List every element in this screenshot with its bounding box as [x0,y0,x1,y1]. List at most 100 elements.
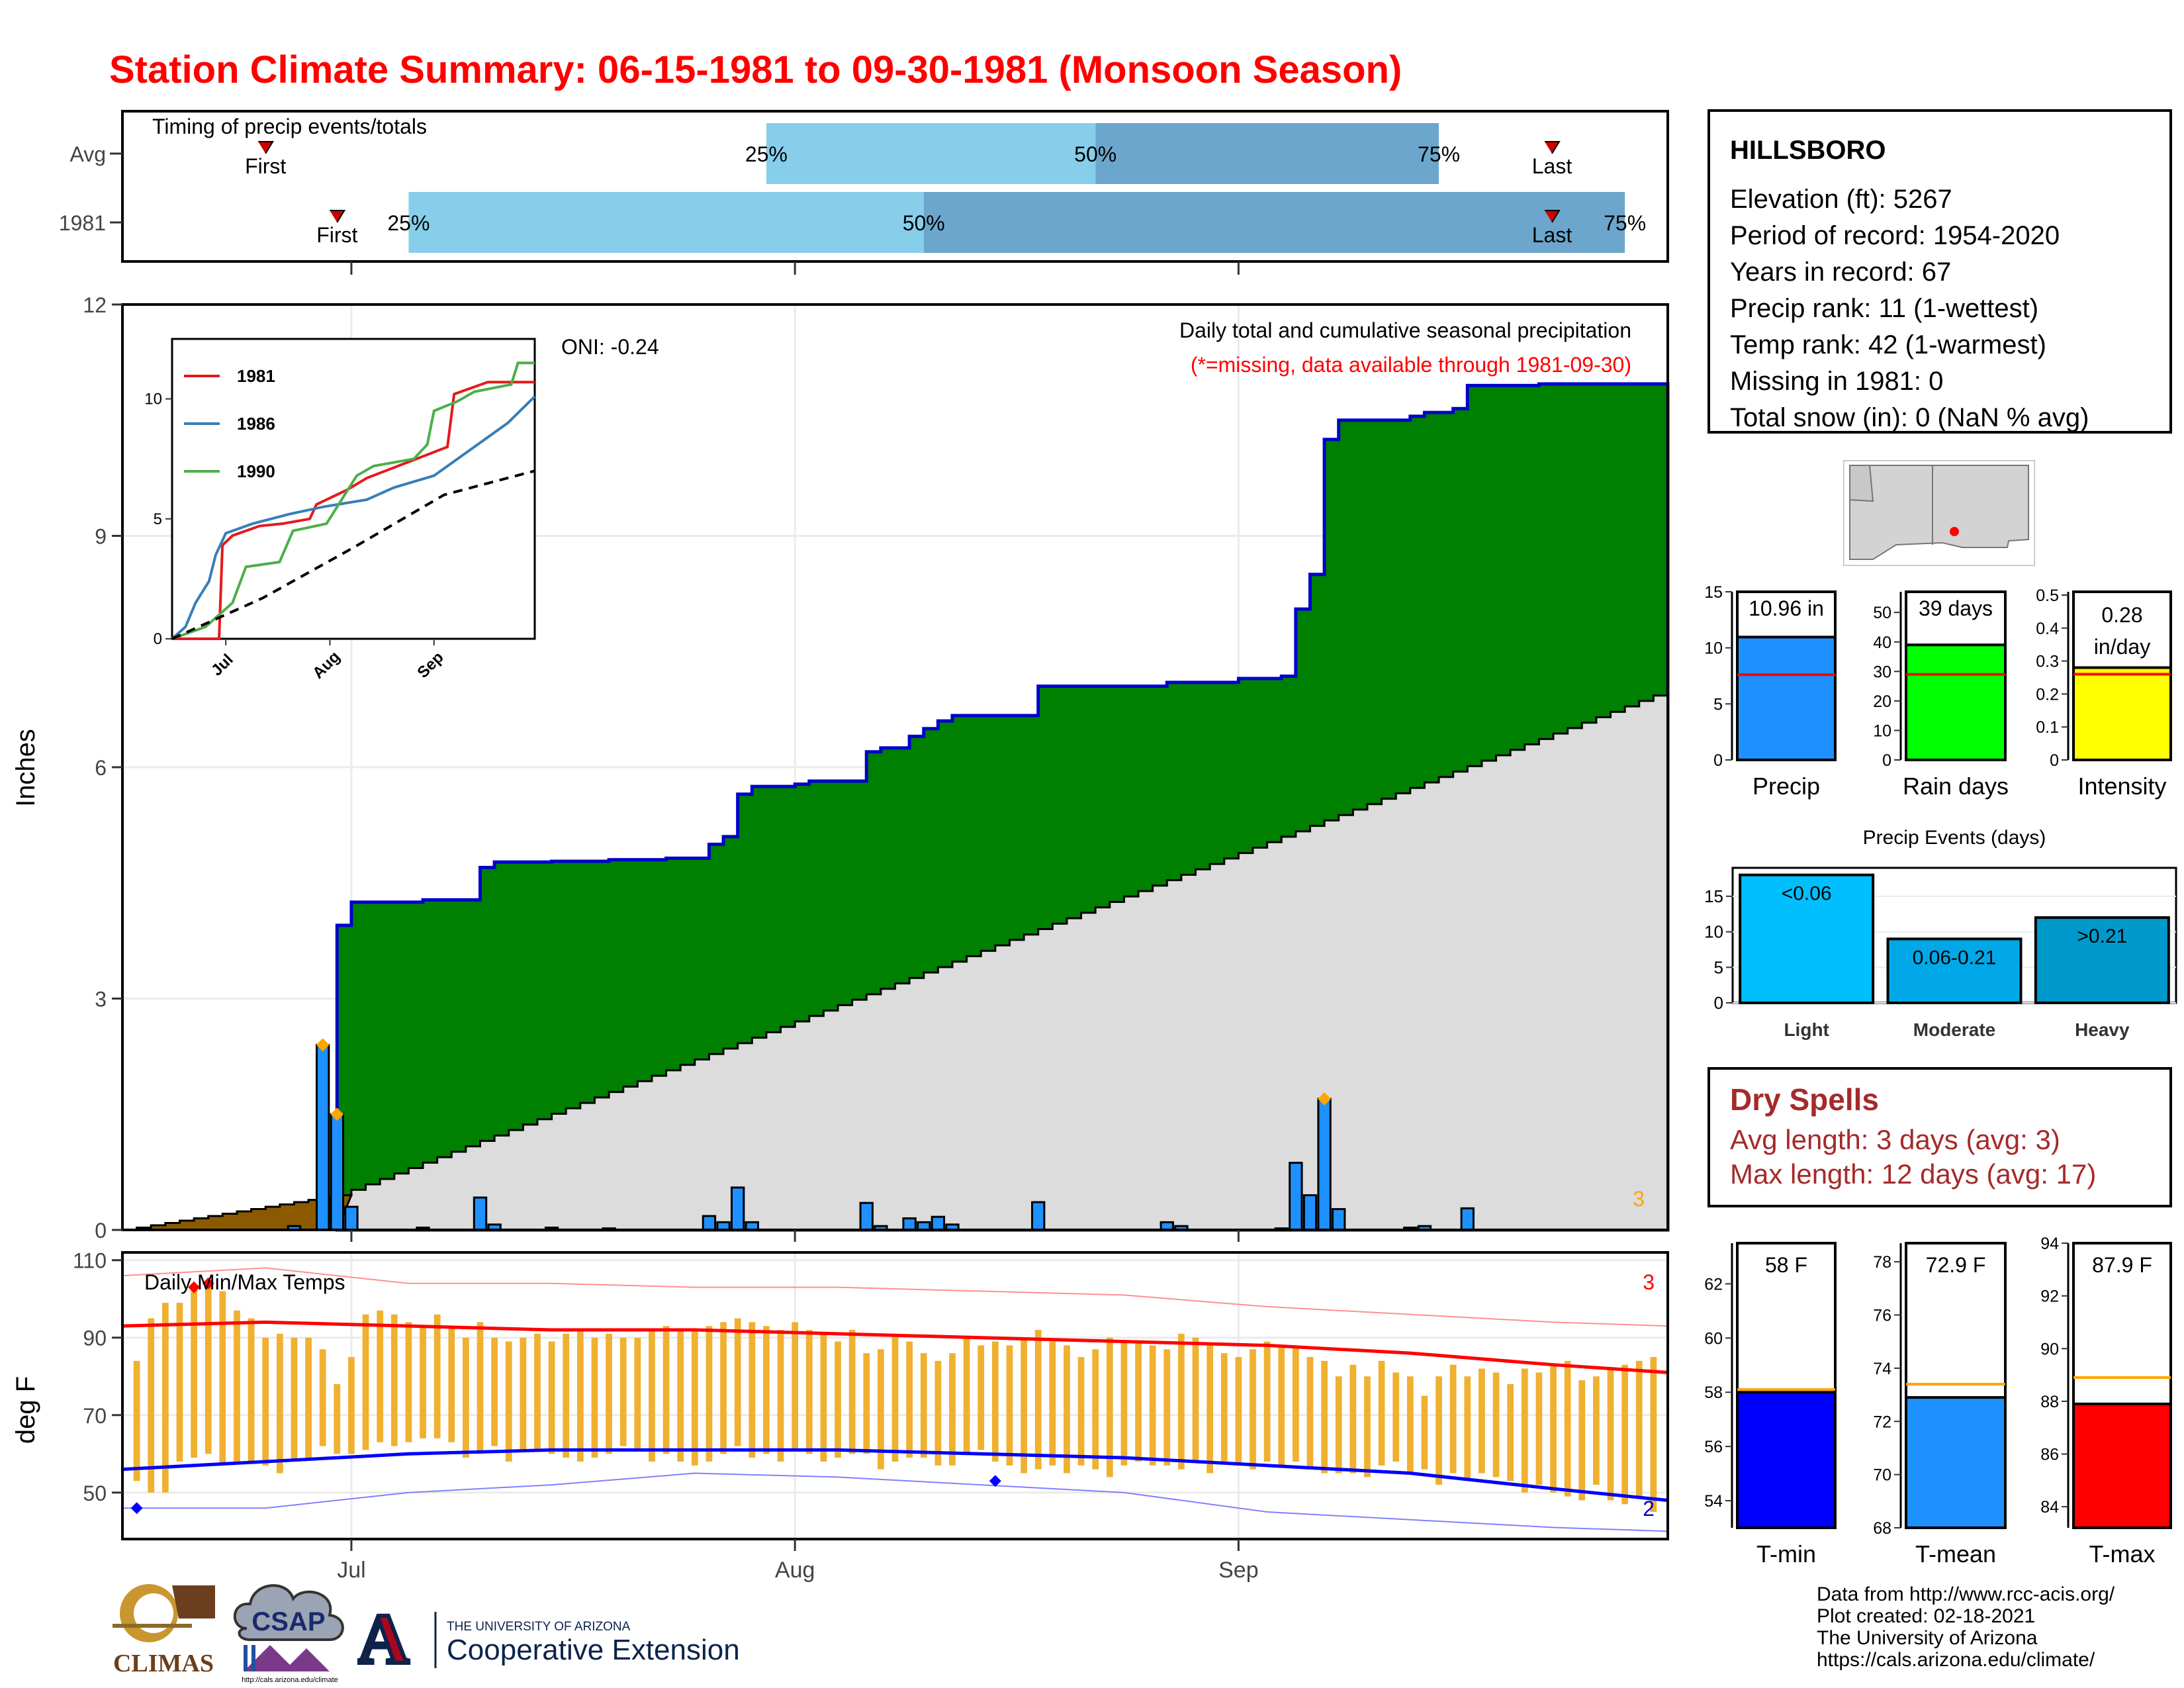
precip-events-category-label: Heavy [2075,1019,2130,1040]
summary-y-tick-label: 0.5 [2036,586,2059,605]
daily-temp-bar [619,1337,627,1446]
daily-temp-bar [148,1318,155,1493]
daily-temp-bar [1335,1376,1342,1474]
summary-category-label: T-mean [1915,1540,1996,1568]
station-name: HILLSBORO [1730,136,1886,165]
daily-temp-bar [477,1322,484,1454]
daily-temp-bar [1064,1345,1070,1474]
csap-logo-text: CSAP [251,1607,325,1636]
summary-category-label: T-max [2089,1540,2155,1568]
inset-legend-label: 1981 [237,366,275,386]
daily-temp-bar [1178,1333,1185,1470]
timing-row-label: 1981 [59,211,106,235]
last-event-label: Last [1532,223,1572,247]
precip-events-bar [2034,916,2170,1004]
daily-temp-bar [534,1333,541,1450]
q75-label: 75% [1604,211,1646,235]
daily-temp-bar [1349,1364,1357,1474]
summary-value-bar [1736,1391,1837,1529]
summary-y-tick-label: 92 [2040,1288,2059,1306]
daily-temp-bar [1235,1356,1242,1466]
last-event-marker [1545,141,1561,154]
daily-temp-bar [219,1291,226,1466]
summary-y-tick-label: 88 [2040,1393,2059,1411]
first-event-marker [258,141,274,154]
summary-value-label: 72.9 F [1926,1253,1986,1277]
daily-temp-bar [491,1337,498,1446]
daily-temp-bar [362,1314,369,1450]
first-event-marker [330,210,346,223]
daily-temp-bar [1135,1341,1142,1462]
summary-y-tick-label: 40 [1873,633,1891,652]
temp-summary-chart: 54 56 58 60 62 58 F T-min 68 70 72 74 76 78 72.9 F T-m… [1704,1235,2172,1568]
temp-chart-title: Daily Min/Max Temps [144,1270,345,1294]
daily-temp-bar [1149,1345,1156,1466]
summary-y-tick-label: 0 [1713,751,1723,770]
daily-temp-bar [348,1356,355,1454]
daily-temp-bar [606,1333,612,1454]
daily-precip-bar [902,1217,917,1231]
daily-precip-bar [1289,1162,1303,1231]
daily-temp-bar [1564,1360,1571,1497]
daily-temp-bar [548,1341,555,1454]
daily-temp-bar [1120,1341,1128,1466]
daily-temp-bar [1507,1383,1514,1481]
summary-value-label: 39 days [1919,596,1993,620]
daily-precip-bar [931,1215,946,1231]
summary-category-label: Rain days [1903,773,2009,800]
daily-temp-bar [1406,1376,1414,1474]
daily-temp-bar [319,1349,326,1446]
timing-bar-q50-q75 [1095,123,1439,184]
station-snow: Total snow (in): 0 (NaN % avg) [1730,403,2089,432]
daily-temp-bar [463,1337,469,1458]
daily-precip-bar [1460,1207,1475,1231]
source-line-3: The University of Arizona [1817,1627,2038,1649]
temp-x-tick-label: Aug [775,1558,815,1583]
daily-temp-bar [1220,1353,1228,1462]
precip-y-tick-label: 0 [95,1219,107,1243]
daily-temp-bar [848,1330,856,1454]
summary-y-tick-label: 0.4 [2036,620,2059,638]
page-title: Station Climate Summary: 06-15-1981 to 0… [109,48,1402,91]
daily-temp-bar [963,1337,970,1454]
summary-y-tick-label: 10 [1873,722,1891,740]
daily-precip-bar [1332,1208,1346,1231]
temp-y-tick-label: 50 [83,1481,107,1505]
precip-corner-note: 3 [1633,1187,1645,1211]
summary-value-bar [2072,666,2172,761]
summary-value-bar [2072,1402,2172,1529]
last-event-marker [1545,210,1561,223]
temp-y-tick-label: 70 [83,1404,107,1428]
daily-temp-bar [1278,1345,1285,1466]
inset-y-tick-label: 10 [144,391,162,408]
daily-temp-bar [1206,1345,1214,1474]
summary-y-tick-label: 10 [1704,639,1723,658]
daily-temp-bar [433,1314,441,1438]
record-precip-marker [316,1038,330,1052]
timing-bar-q25-q50 [766,123,1096,184]
summary-y-tick-label: 62 [1704,1275,1723,1293]
daily-temp-bar [191,1287,197,1458]
precip-y-axis-label: Inches [11,729,40,807]
daily-temp-bar [377,1310,384,1442]
daily-temp-bar [1092,1349,1099,1470]
source-line-1: Data from http://www.rcc-acis.org/ [1817,1583,2115,1605]
record-max-marker [202,1277,214,1289]
precip-chart: 0 3 6 9 12 Inches Daily total and cumulative s… [11,293,1670,1243]
timing-bar-q50-q75 [923,192,1625,253]
daily-precip-bar [730,1186,745,1231]
station-missing: Missing in 1981: 0 [1730,367,1944,396]
summary-y-tick-label: 20 [1873,692,1891,711]
precip-chart-title: Daily total and cumulative seasonal prec… [1179,318,1631,342]
daily-temp-bar [991,1341,999,1462]
inset-normal-line [171,469,535,640]
timing-title: Timing of precip events/totals [152,115,427,138]
daily-temp-bar [1006,1345,1013,1466]
daily-temp-bar [820,1333,827,1462]
daily-temp-bar [634,1337,641,1450]
daily-temp-bar [176,1303,183,1462]
precip-events-category-label: Light [1784,1019,1829,1040]
precip-y-tick-label: 3 [95,988,107,1011]
summary-y-tick-label: 50 [1873,604,1891,622]
summary-category-label: Precip [1752,773,1820,800]
